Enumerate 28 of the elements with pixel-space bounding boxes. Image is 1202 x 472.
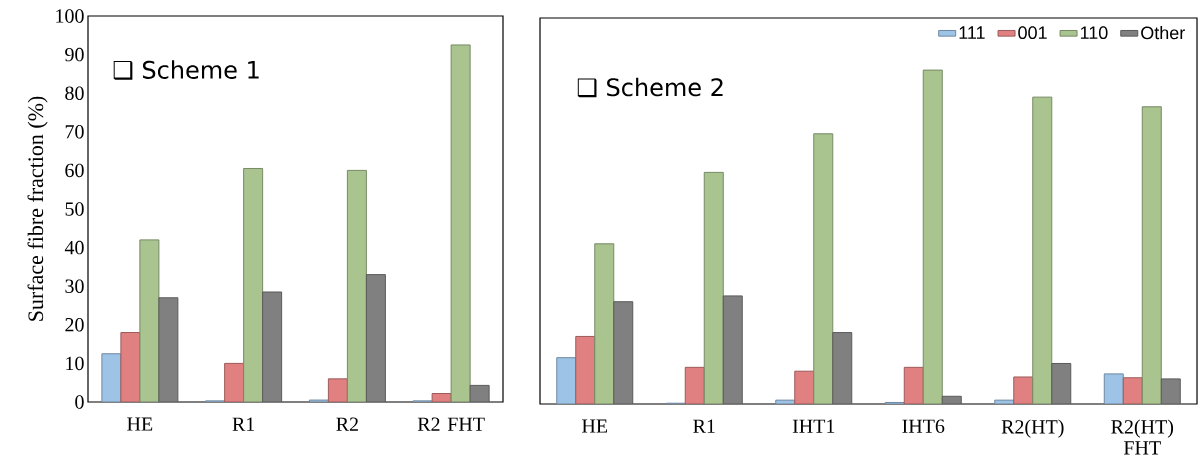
x-tick-label: R2 xyxy=(336,417,358,431)
x-tick-label: R2(HT) xyxy=(1001,419,1064,438)
y-tick-label: 10 xyxy=(66,356,84,371)
x-tick-label: IHT6 xyxy=(902,419,945,433)
annotation: ❑ Scheme 2 xyxy=(577,77,723,98)
y-axis-title: Surface fibre fraction (%) xyxy=(27,96,48,321)
x-tick-label: R1 xyxy=(693,419,715,433)
legend-label: 110 xyxy=(1080,26,1108,40)
y-tick-label: 70 xyxy=(65,125,84,139)
y-tick-label: 40 xyxy=(64,240,84,255)
legend-label: 001 xyxy=(1018,26,1047,40)
y-tick-label: 30 xyxy=(65,279,84,293)
annotation: ❑ Scheme 1 xyxy=(113,60,259,80)
x-tick-label: R2(HT) FHT xyxy=(1111,419,1174,455)
y-tick-label: 90 xyxy=(65,47,84,62)
y-tick-label: 100 xyxy=(56,9,84,23)
legend-label: Other xyxy=(1141,26,1185,40)
y-tick-label: 80 xyxy=(65,86,84,100)
y-tick-label: 60 xyxy=(65,163,84,178)
x-tick-label: HE xyxy=(582,419,608,433)
x-tick-label: R2 FHT xyxy=(417,417,485,431)
x-tick-label: HE xyxy=(127,417,153,431)
y-tick-label: 0 xyxy=(75,395,84,409)
y-tick-label: 20 xyxy=(65,318,84,332)
legend-label: 111 xyxy=(959,26,985,39)
x-tick-label: IHT1 xyxy=(792,419,835,433)
y-tick-label: 50 xyxy=(65,202,84,216)
x-tick-label: R1 xyxy=(232,417,255,431)
